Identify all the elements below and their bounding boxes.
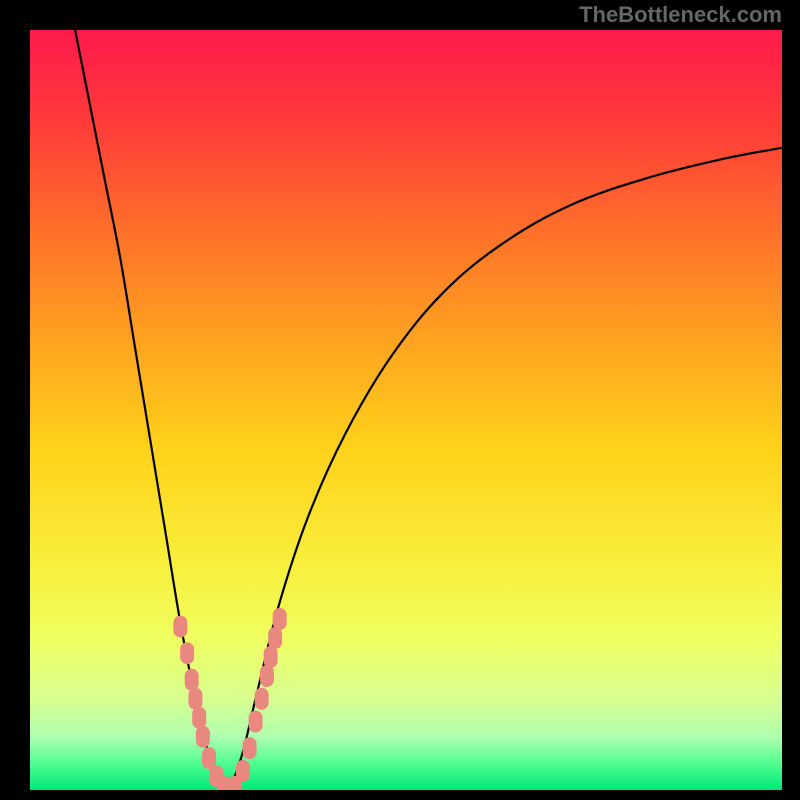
data-point	[188, 688, 202, 710]
gradient-background	[30, 30, 782, 790]
data-point	[260, 665, 274, 687]
data-point	[192, 707, 206, 729]
data-point	[268, 627, 282, 649]
data-point	[236, 760, 250, 782]
data-point	[173, 616, 187, 638]
data-point	[264, 646, 278, 668]
chart-container: TheBottleneck.com	[0, 0, 800, 800]
data-point	[255, 688, 269, 710]
data-point	[273, 608, 287, 630]
data-point	[243, 737, 257, 759]
watermark: TheBottleneck.com	[579, 2, 782, 28]
data-point	[180, 642, 194, 664]
chart-svg	[30, 30, 782, 790]
data-point	[196, 726, 210, 748]
data-point	[185, 669, 199, 691]
plot-area	[30, 30, 782, 790]
data-point	[249, 711, 263, 733]
data-point	[202, 747, 216, 769]
